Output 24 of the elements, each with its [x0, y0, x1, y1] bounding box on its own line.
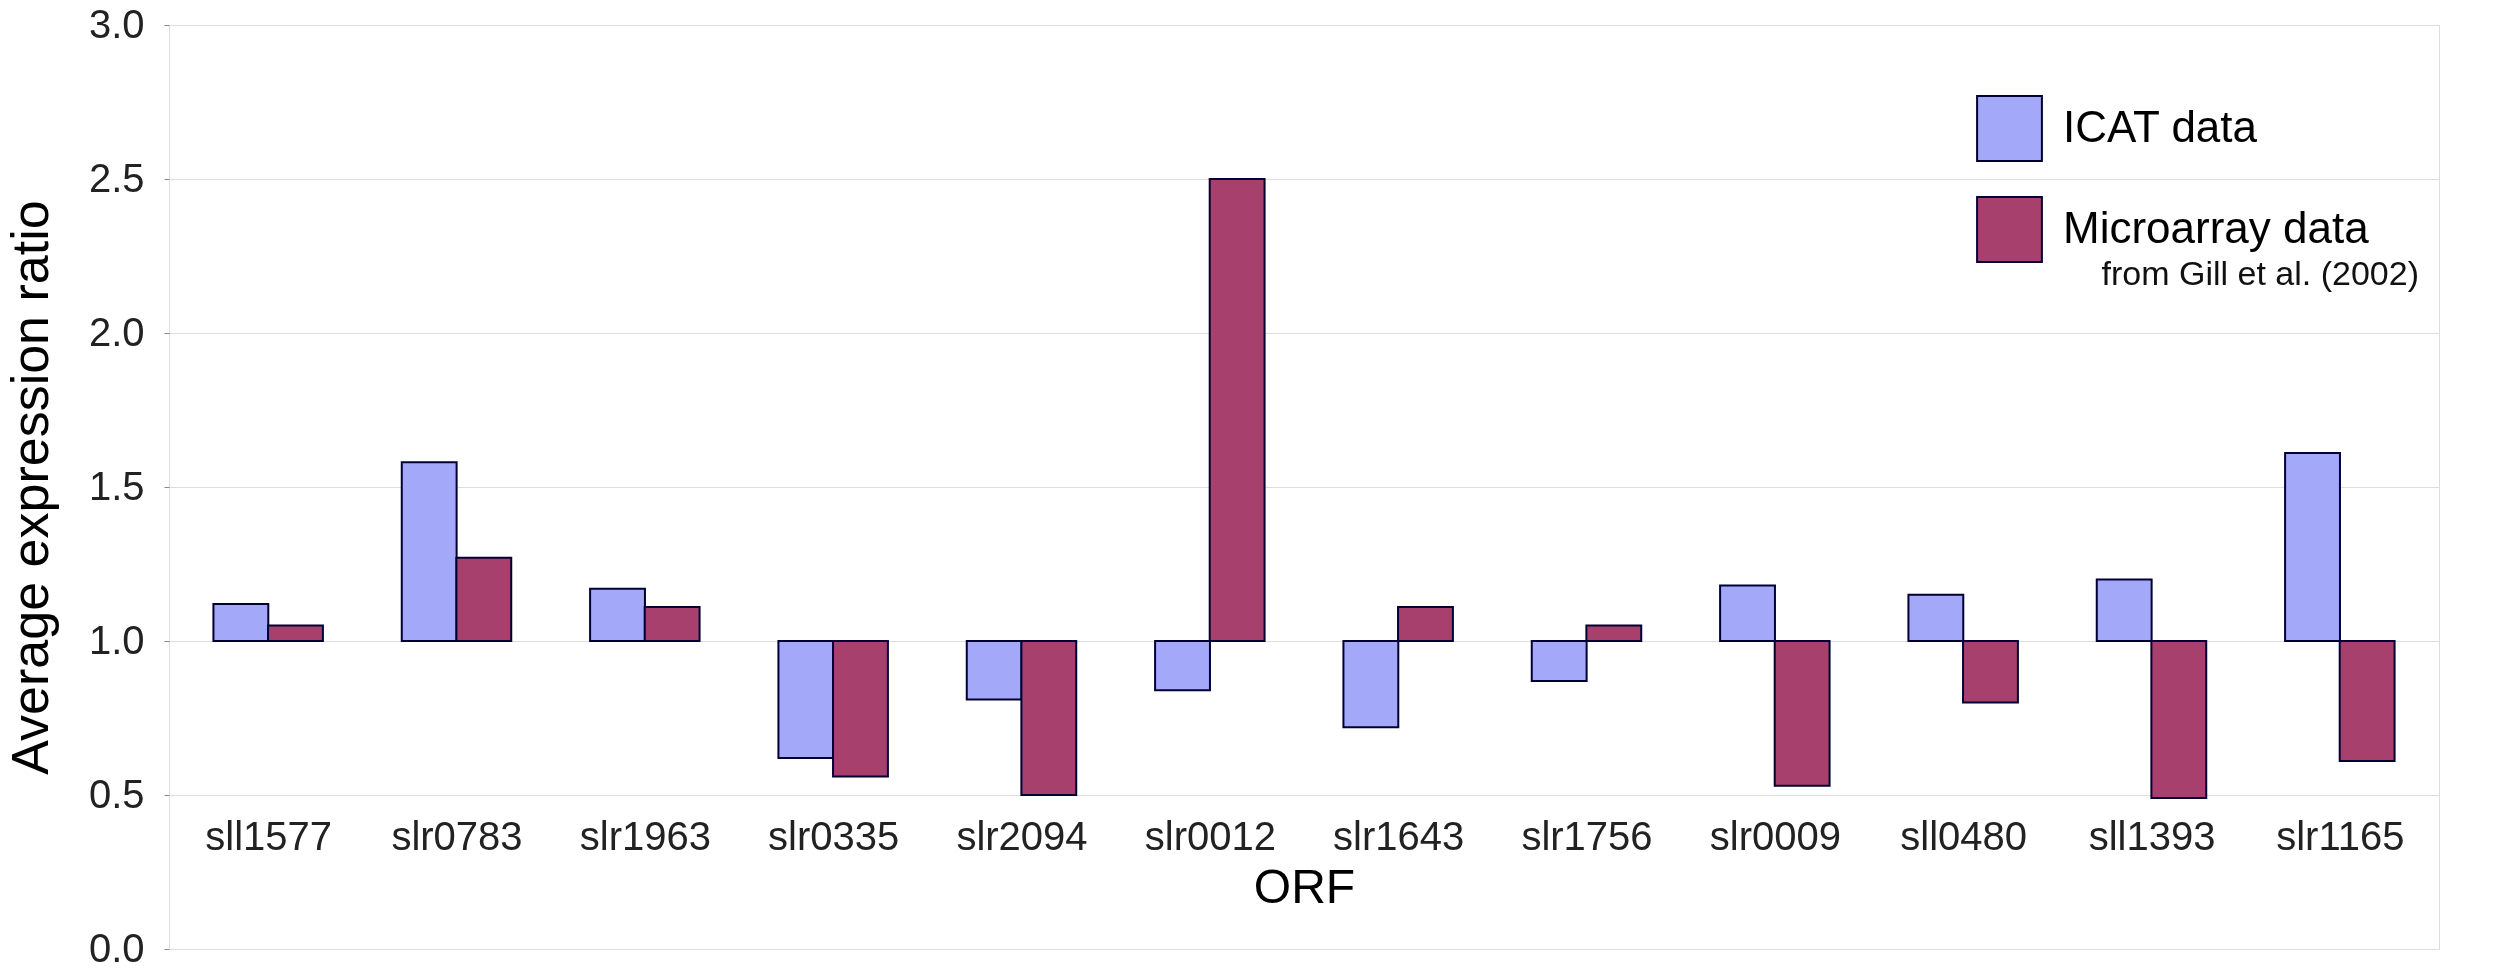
x-tick-label: slr0783 — [391, 813, 523, 858]
x-tick-label: slr1643 — [1333, 813, 1465, 858]
x-tick-label: slr0012 — [1144, 813, 1276, 858]
legend-label: Microarray data — [2063, 202, 2370, 252]
x-tick-label: slr0009 — [1709, 813, 1841, 858]
x-tick-label: sll1577 — [205, 813, 333, 858]
x-tick-label: slr0335 — [768, 813, 900, 858]
y-tick-label: 3.0 — [88, 1, 145, 46]
legend-label: ICAT data — [2063, 101, 2258, 151]
annotation: from Gill et al. (2002) — [2101, 254, 2419, 292]
y-tick-label: 0.5 — [88, 771, 145, 816]
y-tick-label: 1.5 — [88, 463, 145, 508]
x-tick-label: sll0480 — [1900, 813, 2028, 858]
y-axis-title: Average expression ratio — [0, 200, 59, 775]
x-tick-label: slr1165 — [2276, 813, 2405, 858]
y-tick-label: 0.0 — [88, 925, 145, 970]
x-tick-label: slr1756 — [1521, 813, 1653, 858]
x-tick-label: sll1393 — [2088, 813, 2216, 858]
x-tick-label: slr1963 — [579, 813, 711, 858]
x-axis-title: ORF — [1253, 859, 1356, 913]
y-tick-label: 2.5 — [88, 155, 145, 200]
y-tick-label: 1.0 — [88, 617, 145, 662]
x-tick-label: slr2094 — [956, 813, 1088, 858]
y-tick-label: 2.0 — [88, 309, 145, 354]
